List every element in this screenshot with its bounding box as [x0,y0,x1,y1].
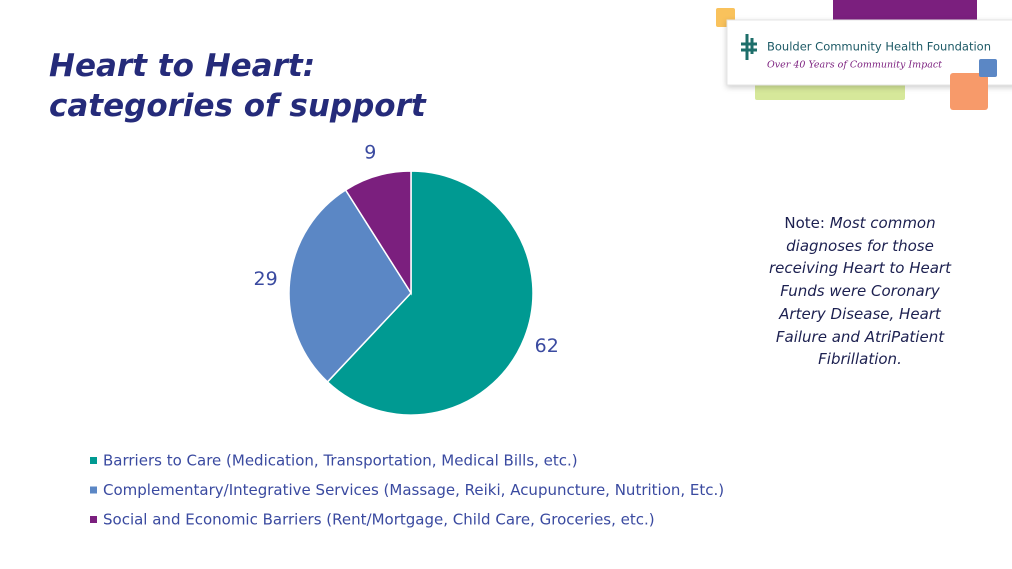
legend-label: Barriers to Care (Medication, Transporta… [103,452,578,470]
note-label: Note: [784,214,825,232]
legend-swatch [90,457,97,464]
decor [979,59,997,77]
logo-icon [741,34,757,60]
legend-swatch [90,486,97,494]
pie-slice [326,170,534,416]
decor [950,73,988,110]
value-label: 9 [364,141,376,163]
chart-title: categories of support [49,88,427,124]
legend-swatch [90,516,97,523]
note: Note: Most common diagnoses for those re… [762,212,958,371]
note-text: Most common diagnoses for those receivin… [769,214,951,369]
value-label: 29 [254,268,278,290]
legend-label: Social and Economic Barriers (Rent/Mortg… [103,511,655,529]
logo-tagline: Over 40 Years of Community Impact [767,60,942,71]
value-label: 62 [535,335,559,357]
pie-slice [288,188,412,383]
logo-name: Boulder Community Health Foundation [767,40,991,54]
legend-label: Complementary/Integrative Services (Mass… [103,481,724,499]
chart-title: Heart to Heart: [49,48,315,84]
pie-slice [344,170,412,296]
